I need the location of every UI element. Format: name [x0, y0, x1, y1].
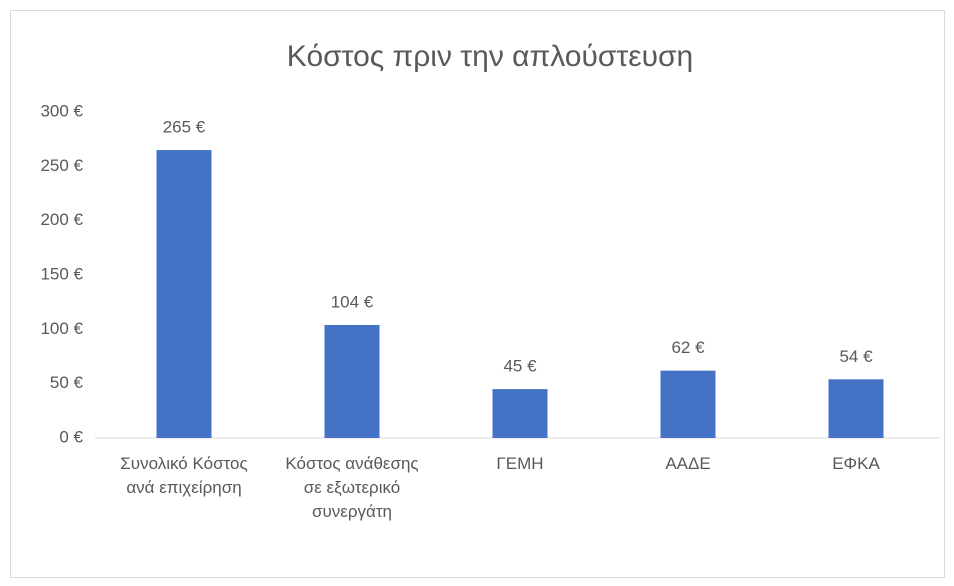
data-label: 45 €	[503, 357, 537, 376]
y-tick-label: 100 €	[40, 319, 83, 338]
bar	[156, 150, 212, 439]
x-tick-label: Κόστος ανάθεσης σε εξωτερικό συνεργάτη	[285, 454, 419, 521]
x-tick-label: ΑΑΔΕ	[665, 454, 711, 473]
data-label: 265 €	[163, 118, 206, 137]
data-label: 104 €	[331, 292, 374, 311]
data-label: 54 €	[839, 347, 873, 366]
y-tick-label: 150 €	[40, 264, 83, 283]
y-tick-label: 300 €	[40, 101, 83, 120]
bar	[324, 324, 380, 438]
y-tick-label: 200 €	[40, 210, 83, 229]
x-tick-label: ΕΦΚΑ	[832, 454, 880, 473]
data-label: 62 €	[671, 338, 705, 357]
y-tick-label: 0 €	[59, 427, 83, 446]
x-tick-label: Συνολικό Κόστος ανά επιχείρηση	[120, 454, 248, 497]
y-tick-label: 250 €	[40, 156, 83, 175]
y-tick-label: 50 €	[50, 373, 84, 392]
bar	[492, 389, 548, 438]
bar	[660, 370, 716, 438]
chart-title: Κόστος πριν την απλούστευση	[287, 40, 693, 73]
bar	[828, 379, 884, 438]
x-tick-label: ΓΕΜΗ	[496, 454, 544, 473]
